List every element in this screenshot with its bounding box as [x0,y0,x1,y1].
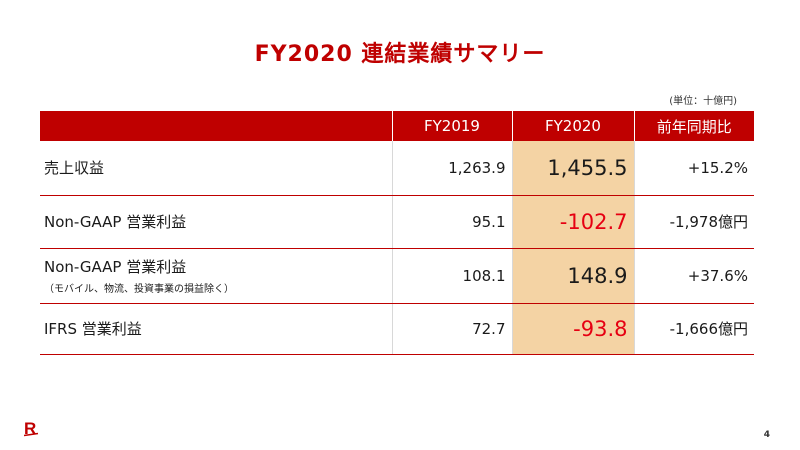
cell-yoy: -1,978億円 [633,195,754,249]
page-title: FY2020 連結業績サマリー [254,42,546,67]
cell-yoy: +15.2% [633,141,754,196]
table-header-row: FY2019 FY2020 前年同期比 [40,111,754,141]
cell-fy2019: 72.7 [391,303,512,355]
table-row: Non-GAAP 営業利益 95.1 -102.7 -1,978億円 [40,195,754,249]
table-row: 売上収益 1,263.9 1,455.5 +15.2% [40,141,754,196]
row-label: IFRS 営業利益 [40,303,392,355]
row-label: Non-GAAP 営業利益 （モバイル、物流、投資事業の損益除く） [40,248,392,304]
cell-yoy: +37.6% [633,248,754,304]
cell-fy2019: 95.1 [391,195,512,249]
cell-fy2019: 108.1 [391,248,512,304]
row-label: 売上収益 [40,141,392,196]
unit-note: (単位：十億円) [669,96,737,107]
cell-fy2019: 1,263.9 [391,141,512,196]
row-label-text: Non-GAAP 営業利益 [44,213,187,231]
row-label-text: 売上収益 [44,159,105,178]
cell-fy2020: -102.7 [511,195,634,249]
row-label-text: IFRS 営業利益 [44,320,142,338]
cell-yoy: -1,666億円 [633,303,754,355]
row-label: Non-GAAP 営業利益 [40,195,392,249]
header-metric [40,111,392,141]
header-fy2020: FY2020 [511,111,634,141]
rakuten-r-logo-icon: R [24,419,39,437]
cell-fy2020: -93.8 [511,303,634,355]
table-row: IFRS 営業利益 72.7 -93.8 -1,666億円 [40,303,754,355]
page-number: 4 [763,430,770,440]
cell-fy2020: 1,455.5 [511,141,634,196]
row-label-text: Non-GAAP 営業利益 [44,258,187,276]
cell-fy2020: 148.9 [511,248,634,304]
logo-letter: R [24,419,36,437]
results-summary-table: FY2019 FY2020 前年同期比 売上収益 1,263.9 1,455.5… [40,111,754,355]
table-row: Non-GAAP 営業利益 （モバイル、物流、投資事業の損益除く） 108.1 … [40,248,754,304]
header-yoy: 前年同期比 [633,111,754,141]
header-fy2019: FY2019 [391,111,512,141]
row-sublabel: （モバイル、物流、投資事業の損益除く） [44,284,234,295]
